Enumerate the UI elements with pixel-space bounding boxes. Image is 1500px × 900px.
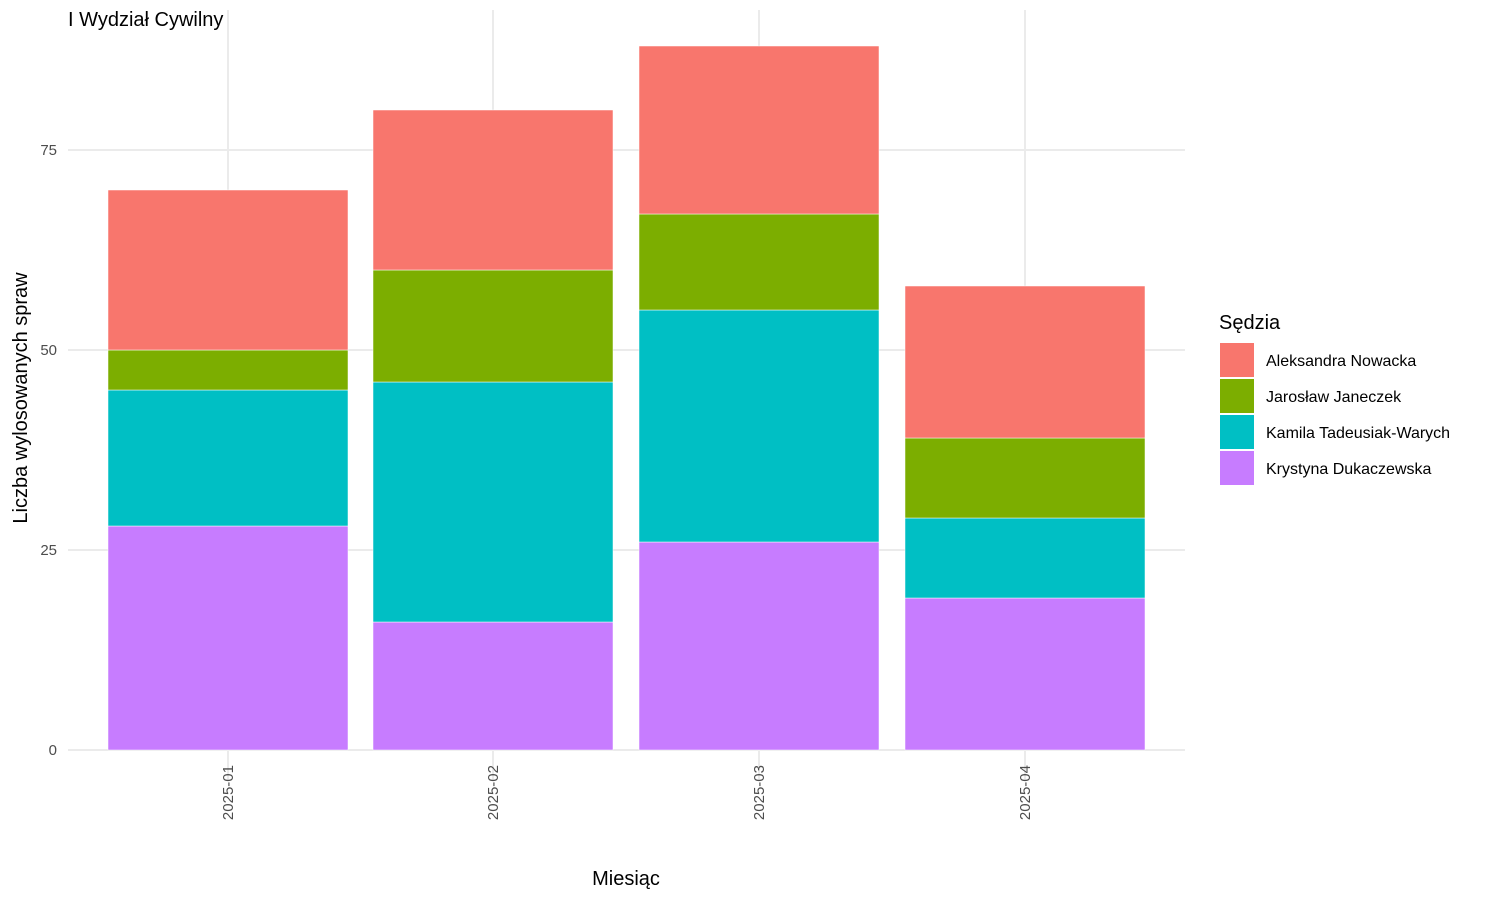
y-tick-label: 25 [40, 542, 57, 559]
legend-label: Kamila Tadeusiak-Warych [1266, 425, 1450, 442]
bar-segment [638, 541, 880, 751]
bar-segment [372, 381, 614, 623]
x-tick-label: 2025-04 [1017, 765, 1034, 820]
y-tick-label: 75 [40, 142, 57, 159]
bar-segment [904, 517, 1146, 599]
bar-segment [904, 597, 1146, 751]
bar-segment [107, 525, 349, 751]
y-axis-ticks: 0 25 50 75 [40, 142, 57, 759]
x-tick-label: 2025-03 [751, 765, 768, 820]
legend-label: Aleksandra Nowacka [1266, 353, 1416, 370]
bar-segment [638, 309, 880, 543]
legend-title: Sędzia [1219, 312, 1281, 334]
bar-segment [107, 389, 349, 527]
bar-segment [638, 213, 880, 311]
legend-swatch [1220, 343, 1254, 377]
x-tick-label: 2025-02 [485, 765, 502, 820]
legend-swatch [1220, 415, 1254, 449]
y-axis-title: Liczba wylosowanych spraw [10, 272, 32, 524]
x-axis-title: Miesiąc [592, 868, 660, 890]
x-axis-ticks: 2025-01 2025-02 2025-03 2025-04 [220, 765, 1034, 820]
legend-swatch [1220, 451, 1254, 485]
x-tick-label: 2025-01 [220, 765, 237, 820]
chart-title: I Wydział Cywilny [68, 9, 223, 31]
legend: Sędzia Aleksandra Nowacka Jarosław Janecz… [1219, 312, 1450, 485]
bar-segment [904, 285, 1146, 439]
bar-segment [904, 437, 1146, 519]
legend-label: Jarosław Janeczek [1266, 389, 1402, 406]
bars [107, 45, 1146, 751]
legend-label: Krystyna Dukaczewska [1266, 461, 1431, 478]
bar-segment [372, 621, 614, 751]
bar-segment [638, 45, 880, 215]
bar-segment [372, 109, 614, 271]
y-tick-label: 50 [40, 342, 57, 359]
bar-segment [107, 349, 349, 391]
legend-swatch [1220, 379, 1254, 413]
y-tick-label: 0 [49, 742, 57, 759]
bar-segment [107, 189, 349, 351]
bar-segment [372, 269, 614, 383]
